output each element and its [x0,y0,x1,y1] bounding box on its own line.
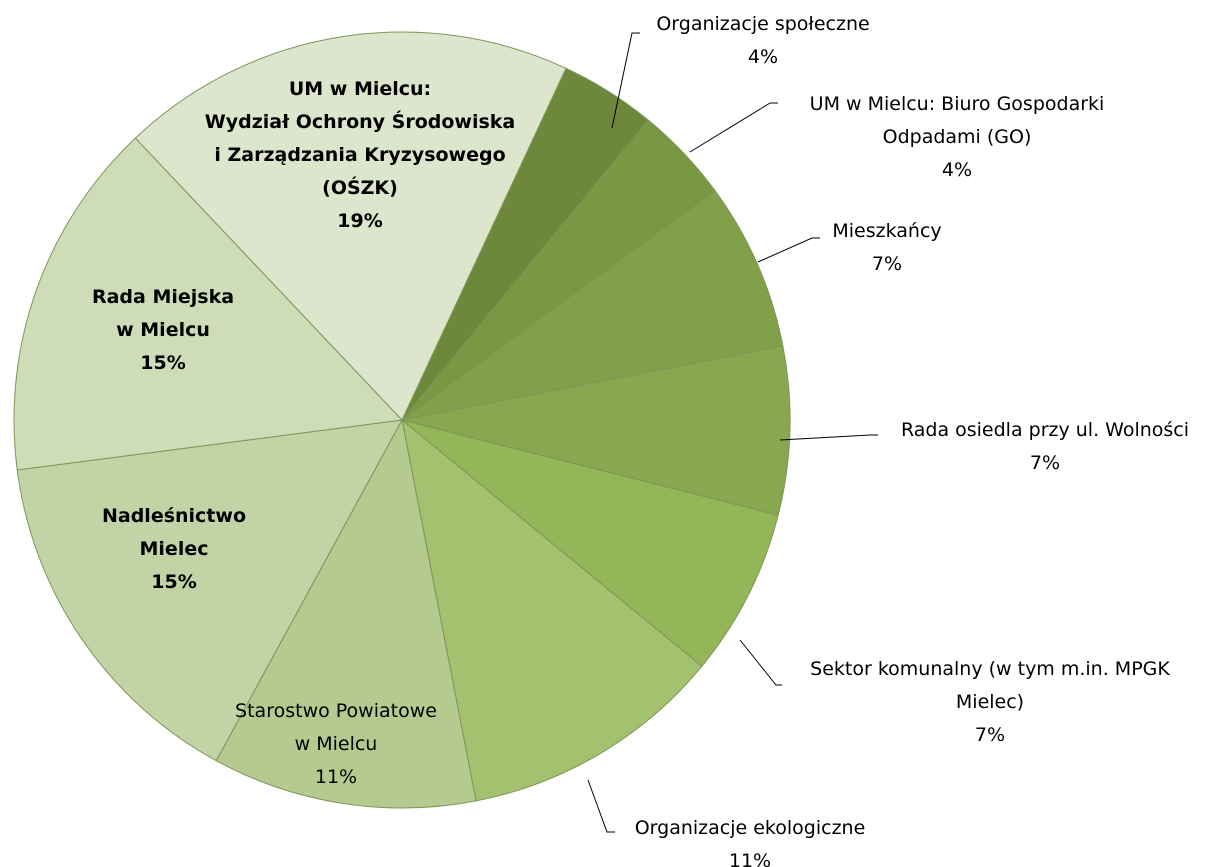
slice-label: Starostwo Powiatowe w Mielcu 11% [235,695,437,794]
value-label: 7% [974,724,1006,746]
leader-lines [587,32,878,833]
slices [13,31,791,809]
leader-line [689,102,778,153]
category-label: Rada Miejska w Mielcu [91,286,235,341]
slice [134,31,567,421]
slice [13,137,404,471]
category-label: UM w Mielcu: Wydział Ochrony Środowiska … [204,78,516,199]
slice-label: Sektor komunalny (w tym m.in. MPGK Miele… [810,653,1170,752]
value-label: 7% [871,253,903,275]
slice [401,190,784,421]
slice-label: Mieszkańcy 7% [832,215,941,281]
slice-label: Organizacje społeczne 4% [656,8,869,74]
category-label: Rada osiedla przy ul. Wolności [900,419,1190,441]
slice-label: Organizacje ekologiczne 11% [635,812,866,867]
category-label: UM w Mielcu: Biuro Gospodarki Odpadami (… [809,93,1105,148]
category-label: Sektor komunalny (w tym m.in. MPGK Miele… [810,658,1170,713]
value-label: 11% [728,850,772,867]
leader-line [739,639,782,686]
slice [401,345,791,516]
slice-label: Nadleśnictwo Mielec 15% [102,500,246,599]
value-label: 7% [1029,452,1061,474]
slice-label: UM w Mielcu: Biuro Gospodarki Odpadami (… [810,88,1105,187]
slice [401,419,779,667]
slice [215,418,477,809]
leader-line [611,32,640,129]
category-label: Organizacje społeczne [656,13,870,35]
value-label: 11% [314,766,358,788]
value-label: 4% [941,159,973,181]
leader-line [757,237,820,263]
leader-line [779,434,878,441]
category-label: Organizacje ekologiczne [634,817,866,839]
value-label: 15% [151,571,197,593]
value-label: 15% [140,352,186,374]
category-label: Mieszkańcy [832,220,942,242]
slice [401,418,703,802]
value-label: 4% [747,46,779,68]
slice-label: UM w Mielcu: Wydział Ochrony Środowiska … [205,73,516,238]
slice-label: Rada Miejska w Mielcu 15% [92,281,234,380]
value-label: 19% [337,210,383,232]
category-label: Starostwo Powiatowe w Mielcu [235,700,437,755]
leader-line [587,779,615,833]
category-label: Nadleśnictwo Mielec [101,505,247,560]
slice [16,419,403,762]
slice-label: Rada osiedla przy ul. Wolności 7% [901,414,1189,480]
